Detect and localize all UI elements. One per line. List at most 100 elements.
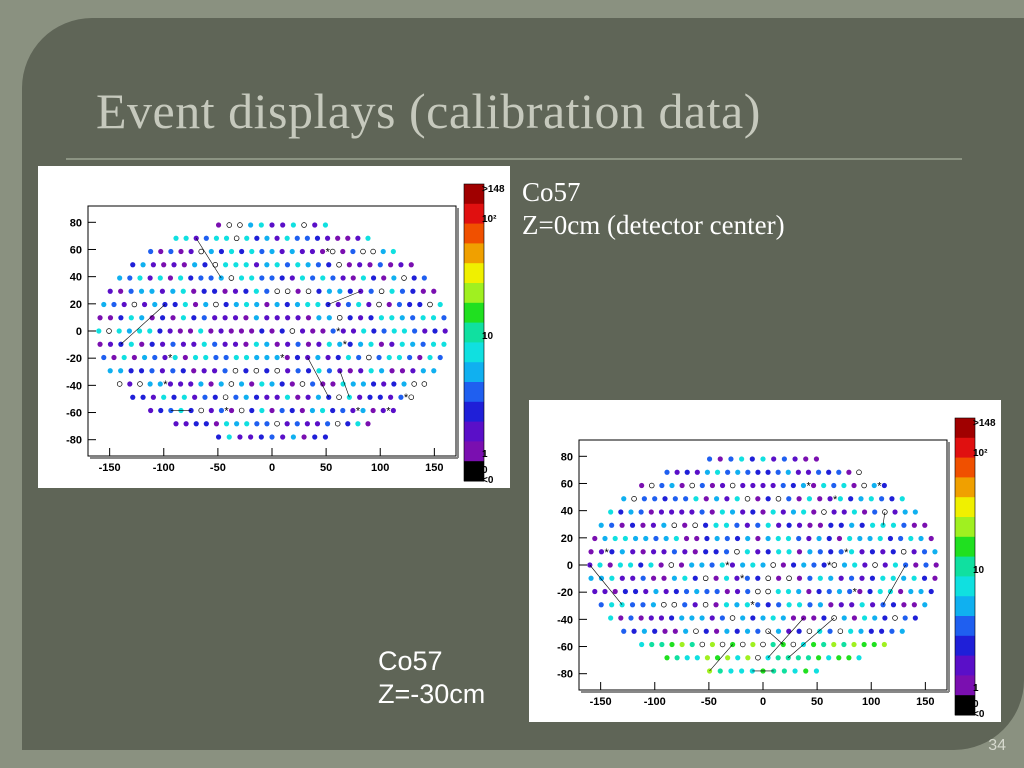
pmt-hit (899, 496, 905, 502)
star-marker: * (168, 352, 173, 364)
pmt-hit-empty (755, 654, 761, 661)
pmt-hit (203, 421, 209, 427)
hit-link (882, 511, 886, 526)
pmt-hit (672, 496, 678, 502)
hit-link (120, 304, 166, 345)
pmt-hit-empty (299, 381, 306, 387)
pmt-hit (399, 315, 405, 321)
pmt-hit (377, 262, 383, 268)
pmt-hit (380, 248, 386, 255)
pmt-hit-empty (336, 315, 343, 321)
pmt-hit (857, 588, 863, 595)
color-scale-segment (464, 362, 484, 383)
pmt-hit-empty (370, 248, 376, 255)
pmt-hit (803, 456, 809, 462)
pmt-hit (597, 562, 603, 568)
pmt-hit (107, 341, 114, 347)
pmt-hit (168, 248, 174, 255)
pmt-hit (335, 235, 341, 241)
pmt-hit (703, 549, 709, 555)
pmt-hit (877, 535, 883, 542)
pmt-hit (901, 522, 907, 528)
pmt-hit (932, 549, 938, 555)
pmt-hit (740, 482, 746, 489)
pmt-hit (669, 482, 675, 489)
pmt-hit (871, 641, 877, 648)
pmt-hit (171, 262, 177, 268)
pmt-hit (243, 368, 249, 374)
pmt-hit (827, 496, 833, 502)
pmt-hit (198, 381, 204, 387)
pmt-hit (760, 482, 766, 489)
pmt-hit (399, 341, 405, 347)
pmt-hit (801, 562, 807, 568)
pmt-hit (358, 288, 364, 294)
pmt-hit (159, 288, 166, 294)
pmt-hit-empty (821, 509, 827, 515)
caption-position: Z=0cm (detector center) (522, 210, 785, 240)
star-marker: * (853, 586, 858, 598)
pmt-hit (861, 615, 868, 621)
pmt-hit (427, 354, 433, 361)
pmt-hit (744, 575, 750, 581)
pmt-hit (689, 562, 695, 568)
pmt-hit (750, 562, 756, 568)
event-display-z-30: 80 60 40 20 0 -20 -40 -60 -80 -150 -100 -50 0 50 100 15… (529, 400, 1001, 722)
pmt-hit (765, 602, 771, 608)
star-marker: * (750, 600, 755, 612)
pmt-hit (755, 496, 761, 502)
x-tick-label: 100 (371, 462, 389, 474)
pmt-hit (233, 262, 239, 268)
pmt-hit (836, 469, 842, 475)
pmt-hit (215, 434, 222, 440)
pmt-hit (796, 602, 803, 608)
pmt-hit (310, 275, 316, 281)
pmt-hit (898, 588, 904, 595)
pmt-hit (274, 354, 280, 361)
pmt-hit (612, 588, 618, 595)
pmt-hit (326, 341, 332, 347)
caption-z-30: Co57 Z=-30cm (378, 645, 485, 711)
caption-source: Co57 (378, 646, 443, 676)
pmt-hit (719, 562, 725, 568)
pmt-hit (215, 222, 222, 228)
pmt-hit (244, 235, 250, 241)
pmt-hit-empty (755, 588, 761, 595)
pmt-hit (410, 341, 416, 347)
pmt-hit (858, 628, 864, 634)
pmt-hit (167, 328, 173, 334)
pmt-hit (101, 354, 107, 361)
pmt-hit (117, 275, 123, 281)
pmt-hit (908, 535, 914, 542)
pmt-hit (254, 354, 260, 361)
pmt-hit (148, 248, 154, 255)
pmt-hit (627, 562, 634, 568)
pmt-hit (831, 641, 837, 648)
pmt-hit (421, 275, 427, 281)
pmt-hit (420, 368, 426, 374)
pmt-hit (713, 496, 720, 502)
pmt-hit-empty (198, 407, 204, 414)
pmt-hit (316, 288, 322, 294)
pmt-hit (259, 275, 265, 281)
pmt-hit (889, 496, 895, 502)
pmt-hit (157, 275, 163, 281)
pmt-hit (243, 341, 249, 347)
pmt-hit (796, 588, 802, 595)
pmt-hit (243, 288, 249, 294)
pmt-hit (922, 522, 928, 528)
color-scale-segment (464, 184, 484, 205)
pmt-hit (347, 288, 353, 294)
pmt-hit (430, 315, 437, 321)
pmt-hit (368, 368, 374, 374)
pmt-hit (370, 407, 376, 414)
pmt-hit (149, 368, 155, 374)
pmt-hit (183, 235, 189, 241)
pmt-hit-empty (222, 394, 229, 400)
pmt-hit-empty (631, 496, 637, 502)
pmt-hit (410, 368, 416, 374)
pmt-hit (218, 407, 225, 414)
pmt-hit (858, 496, 864, 502)
pmt-hit (861, 509, 868, 515)
pmt-hit (171, 394, 177, 400)
